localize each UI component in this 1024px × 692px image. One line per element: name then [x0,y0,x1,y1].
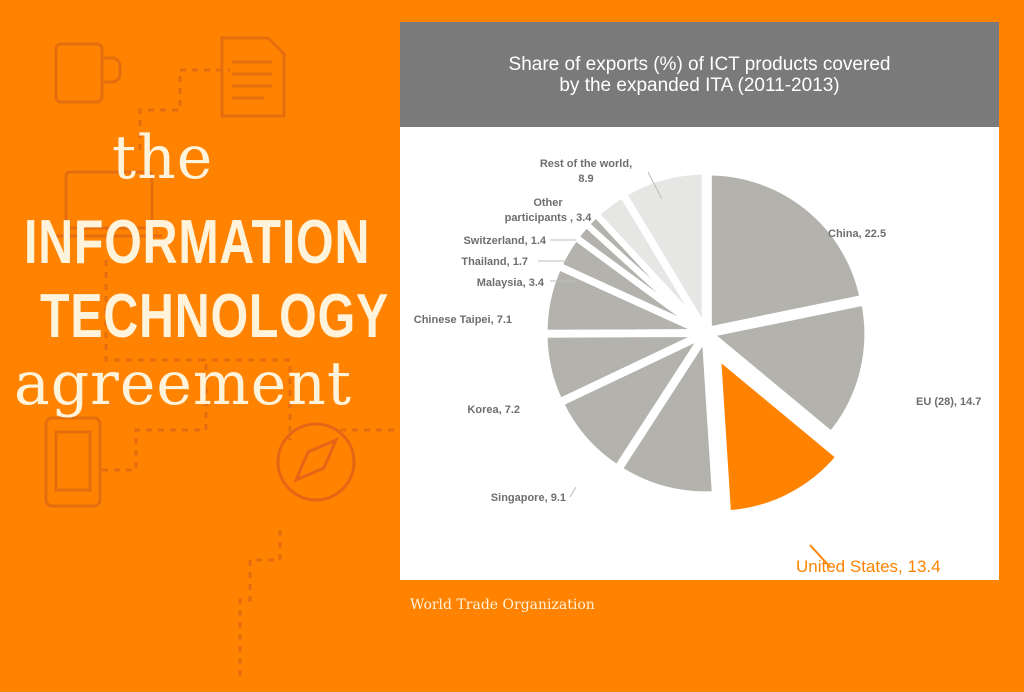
source-credit: World Trade Organization [410,597,595,613]
headline: the INFORMATION TECHNOLOGY agreement [0,0,400,692]
pie-label-thailand: Thailand, 1.7 [461,256,528,268]
pie-label-korea: Korea, 7.2 [467,404,520,416]
chart-card: Share of exports (%) of ICT products cov… [400,22,999,580]
pie-label-eu-28-: EU (28), 14.7 [916,396,981,408]
pie-label-united-states: United States, 13.4 [796,557,941,576]
laptop-icon [56,170,162,238]
compass-icon [276,422,356,502]
leader-line-united-states [809,544,831,568]
chart-header: Share of exports (%) of ICT products cov… [400,22,999,127]
pie-slice-eu-28- [707,299,871,438]
headline-technology: TECHNOLOGY [40,282,390,351]
mug-icon [54,42,122,104]
pie-slice-rest-of-the-world [620,168,708,332]
pie-label-other-participants: Other participants , 3.4 [505,197,593,224]
pie-slice-singapore [557,332,706,471]
leader-line-singapore [569,486,577,498]
pie-label-malaysia: Malaysia, 3.4 [477,277,545,289]
headline-information: INFORMATION [24,208,371,277]
headline-agreement: agreement [14,349,353,419]
document-icon [220,36,286,118]
pie-label-switzerland: Switzerland, 1.4 [463,235,546,247]
pie-label-chinese-taipei: Chinese Taipei, 7.1 [414,314,512,326]
pie-label-china: China, 22.5 [828,228,886,240]
chart-title: Share of exports (%) of ICT products cov… [400,54,999,96]
headline-the: the [112,123,214,193]
chart-title-line-1: Share of exports (%) of ICT products cov… [508,54,891,75]
pie-label-rest-of-the-world: Rest of the world, 8.9 [540,158,632,185]
chart-title-line-2: by the expanded ITA (2011-2013) [559,75,840,96]
pie-chart: China, 22.5 EU (28), 14.7 United States, 1… [414,158,982,576]
leader-line-rest-of-the-world [647,171,663,200]
pie-slice-japan [616,334,718,498]
phone-icon [44,416,102,508]
pie-slice-china [705,169,866,333]
pie-label-singapore: Singapore, 9.1 [491,492,566,504]
pie-slice-united-states [715,353,842,517]
